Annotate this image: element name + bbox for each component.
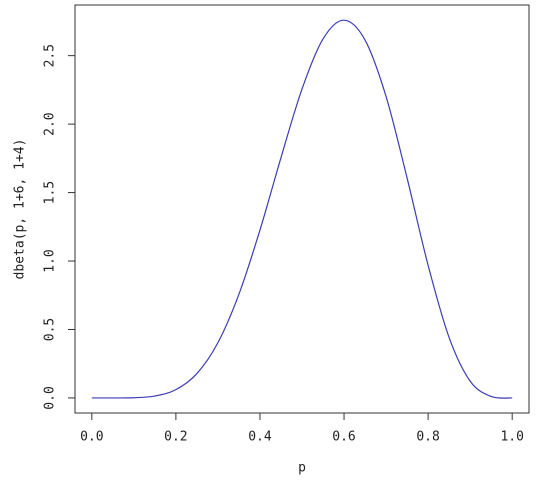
x-tick-label: 0.2 [164,430,187,445]
y-tick-label: 1.0 [43,249,58,272]
y-tick-label: 0.0 [43,386,58,409]
y-tick-label: 2.0 [43,112,58,135]
x-tick-label: 0.0 [80,430,103,445]
plot-box [74,4,530,414]
x-tick-label: 0.4 [248,430,272,445]
y-axis-label: dbeta(p, 1+6, 1+4) [13,139,28,280]
y-tick-label: 0.5 [43,318,58,341]
x-tick-label: 0.8 [416,430,439,445]
x-tick-label: 1.0 [500,430,523,445]
density-line [91,19,513,399]
y-tick-label: 1.5 [43,181,58,204]
x-tick-label: 0.6 [332,430,355,445]
x-axis-label: p [298,461,306,476]
y-tick-label: 2.5 [43,44,58,67]
